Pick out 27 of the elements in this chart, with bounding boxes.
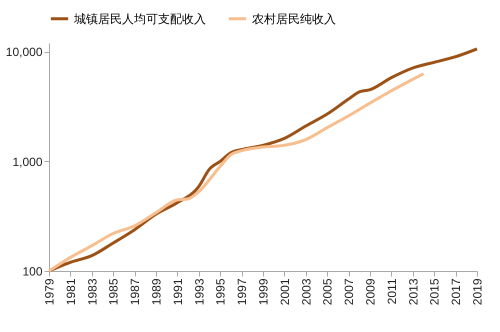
line-series bbox=[48, 72, 425, 272]
x-tick-label: 1999 bbox=[256, 278, 270, 306]
x-tick-label: 1979 bbox=[42, 278, 56, 306]
x-tick-label: 1985 bbox=[106, 278, 121, 306]
y-tick-label: 10,000 bbox=[6, 45, 43, 60]
x-tick-label: 1997 bbox=[235, 278, 250, 306]
y-tick-label: 100 bbox=[22, 264, 43, 278]
x-tick-label: 1991 bbox=[170, 278, 185, 306]
x-tick-label: 2005 bbox=[320, 278, 335, 306]
x-tick-label: 1987 bbox=[128, 278, 142, 306]
x-tick-label: 2009 bbox=[364, 278, 378, 306]
x-tick-label: 2019 bbox=[470, 278, 484, 306]
x-tick-label: 2013 bbox=[406, 278, 420, 306]
x-tick-label: 1983 bbox=[85, 278, 100, 306]
x-tick-label: 2003 bbox=[299, 278, 314, 306]
x-tick-label: 2015 bbox=[428, 278, 442, 306]
x-tick-label: 2007 bbox=[342, 278, 356, 306]
legend-label: 农村居民纯收入 bbox=[252, 12, 336, 26]
x-tick-label: 2011 bbox=[384, 278, 399, 304]
y-tick-label: 1,000 bbox=[12, 154, 43, 169]
legend-label: 城镇居民人均可支配收入 bbox=[73, 12, 206, 26]
x-tick-label: 1995 bbox=[214, 278, 228, 306]
x-tick-label: 1993 bbox=[192, 278, 206, 306]
x-tick-label: 2017 bbox=[449, 278, 464, 306]
x-tick-label: 1981 bbox=[64, 278, 78, 306]
x-tick-label: 1989 bbox=[150, 278, 164, 306]
x-tick-label: 2001 bbox=[278, 278, 292, 306]
